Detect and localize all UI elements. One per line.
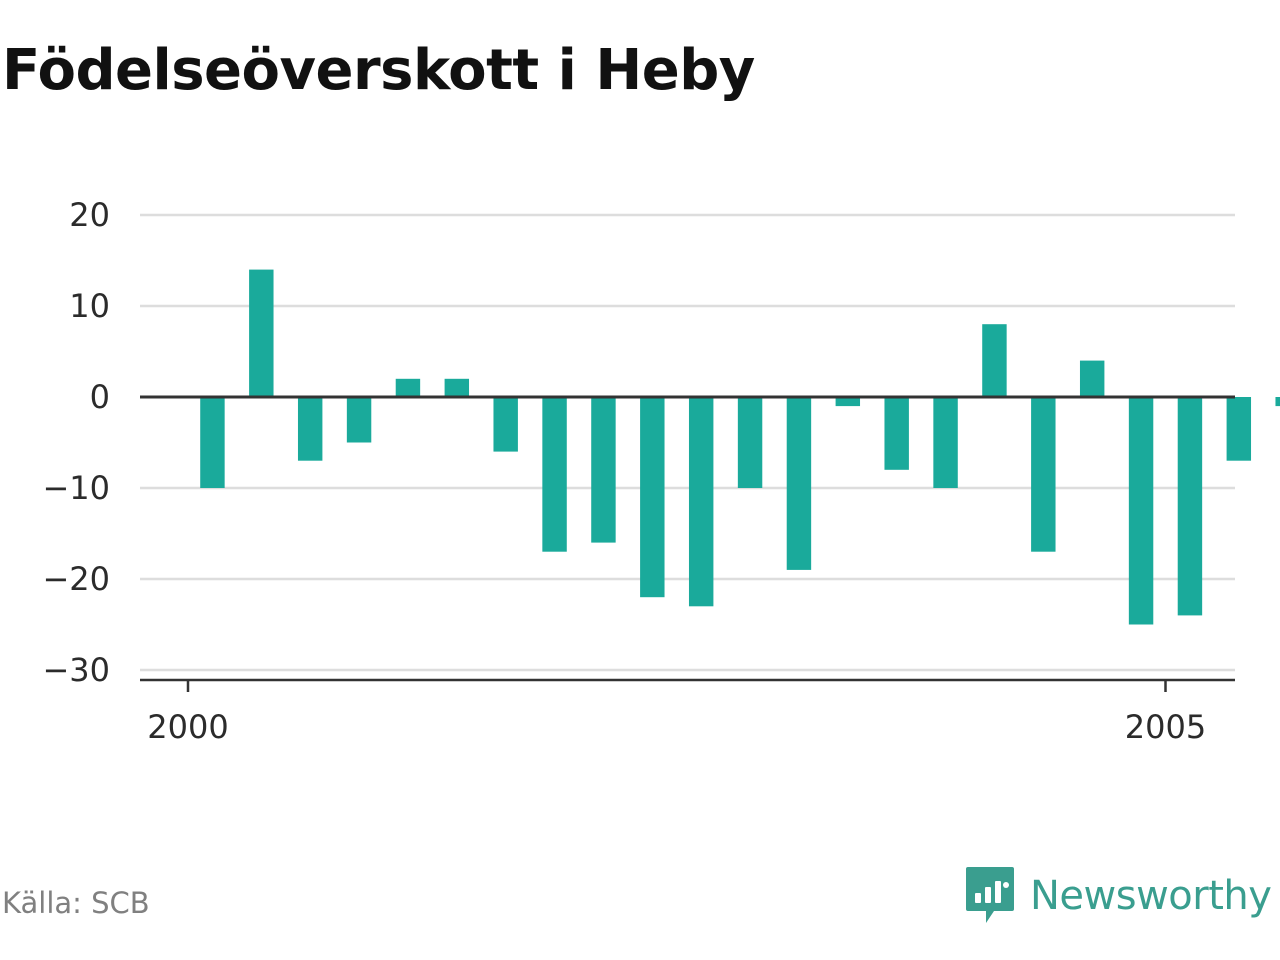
bar [493,397,518,452]
bar [1226,397,1252,461]
y-tick-label: −20 [42,560,110,598]
bar [982,324,1007,397]
bar [1177,397,1203,616]
bar [1031,397,1056,552]
bar [737,397,763,488]
bar [591,397,616,543]
bar [688,397,714,607]
bar [297,397,323,461]
bar [835,397,861,407]
x-tick-labels: 200020052010201520202025 [147,708,1206,746]
y-tick-label: 20 [69,196,110,234]
brand-name: Newsworthy [1030,873,1272,919]
bar [249,269,274,397]
bar [346,397,372,443]
bar [1079,360,1105,397]
bar [542,397,567,552]
chart-title: Födelseöverskott i Heby [2,38,755,103]
bars [200,269,1280,625]
bar [444,378,470,397]
bar [1128,397,1154,625]
brand[interactable]: Newsworthy [964,864,1272,928]
bar [640,397,665,598]
y-tick-label: 10 [69,287,110,325]
source-note: Källa: SCB [2,886,150,920]
x-tick-label: 2005 [1125,708,1206,746]
x-ticks [186,680,1167,692]
y-tick-label: −10 [42,469,110,507]
y-tick-label: 0 [90,378,110,416]
newsworthy-logo-icon [966,867,1014,923]
bar [933,397,958,488]
bar [884,397,909,470]
y-tick-labels: 20 10 0 −10 −20 −30 [42,196,110,689]
bar [1275,397,1280,407]
bar [786,397,812,570]
y-tick-label: −30 [42,651,110,689]
bar [200,397,225,488]
bar [395,378,421,397]
x-tick-label: 2000 [147,708,228,746]
